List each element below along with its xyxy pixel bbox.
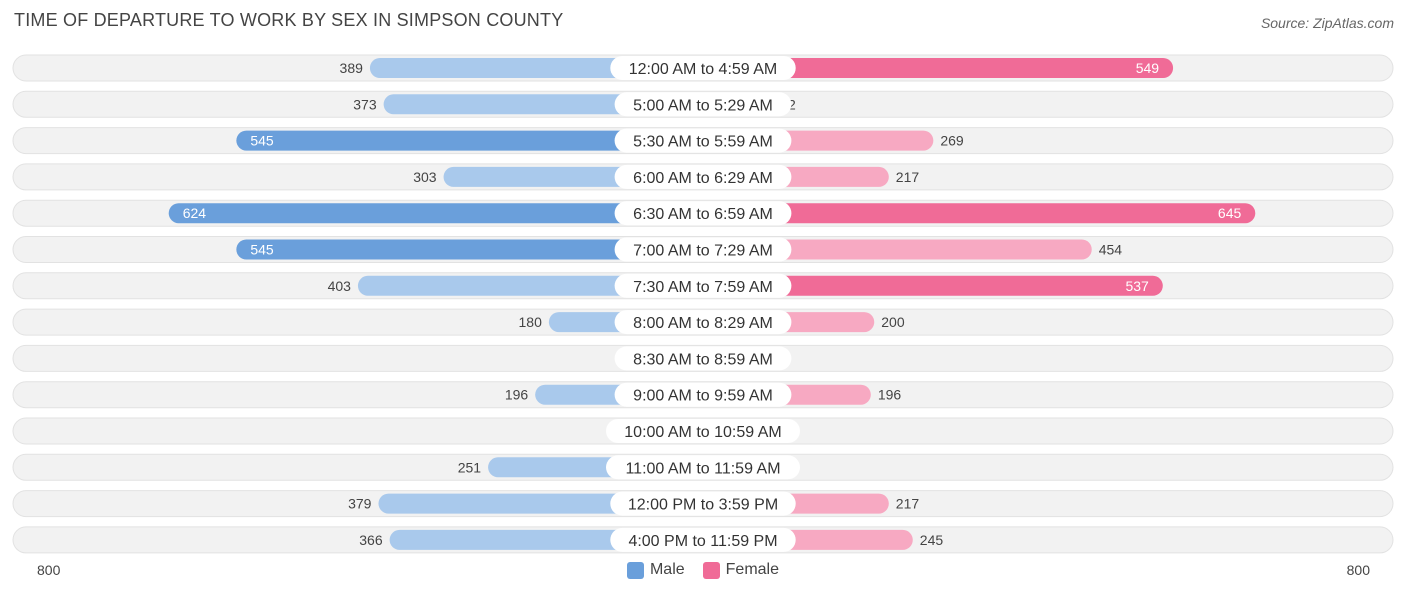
category-label: 8:30 AM to 8:59 AM bbox=[633, 351, 773, 368]
female-value-label: 196 bbox=[878, 387, 902, 403]
category-pill bbox=[614, 310, 792, 335]
male-value-label: 373 bbox=[353, 96, 377, 112]
legend-label-female: Female bbox=[725, 561, 780, 578]
male-value-label: 403 bbox=[328, 278, 352, 294]
male-value-label: 251 bbox=[458, 459, 482, 475]
female-value-label: 217 bbox=[896, 496, 920, 512]
category-label: 5:00 AM to 5:29 AM bbox=[633, 97, 773, 114]
axis-left-label: 800 bbox=[37, 562, 61, 578]
female-value-label: 269 bbox=[940, 133, 964, 149]
category-label: 11:00 AM to 11:59 AM bbox=[625, 460, 780, 477]
male-bar bbox=[168, 203, 703, 224]
category-label: 6:00 AM to 6:29 AM bbox=[633, 170, 773, 187]
male-value-label: 180 bbox=[519, 314, 543, 330]
female-bar bbox=[703, 203, 1256, 224]
male-value-label: 545 bbox=[250, 242, 274, 258]
male-value-label: 366 bbox=[359, 532, 383, 548]
legend-item-female: Female bbox=[702, 561, 780, 579]
category-pill bbox=[614, 201, 792, 226]
male-value-label: 379 bbox=[348, 496, 372, 512]
category-pill bbox=[614, 237, 792, 262]
legend-label-male: Male bbox=[649, 561, 685, 578]
category-label: 12:00 PM to 3:59 PM bbox=[628, 497, 778, 514]
category-pill bbox=[610, 491, 796, 516]
male-value-label: 303 bbox=[413, 169, 437, 185]
category-pill bbox=[606, 455, 800, 480]
category-pill bbox=[610, 56, 796, 80]
category-label: 10:00 AM to 10:59 AM bbox=[624, 424, 781, 441]
category-pill bbox=[614, 273, 792, 298]
female-value-label: 200 bbox=[881, 314, 905, 330]
male-bar bbox=[236, 239, 703, 260]
male-swatch bbox=[626, 561, 644, 579]
category-pill bbox=[614, 128, 792, 153]
female-bar bbox=[703, 275, 1163, 296]
chart-title: TIME OF DEPARTURE TO WORK BY SEX IN SIMP… bbox=[14, 10, 564, 30]
category-pill bbox=[606, 419, 800, 443]
category-label: 5:30 AM to 5:59 AM bbox=[633, 134, 773, 151]
source-label: Source: ZipAtlas.com bbox=[1260, 15, 1394, 31]
axis-right-label: 800 bbox=[1346, 562, 1370, 578]
male-value-label: 624 bbox=[183, 205, 207, 221]
male-value-label: 389 bbox=[340, 60, 364, 76]
category-label: 8:00 AM to 8:29 AM bbox=[633, 315, 773, 332]
male-bar bbox=[236, 130, 703, 151]
category-pill bbox=[614, 382, 792, 407]
female-bar bbox=[703, 239, 1092, 260]
female-swatch bbox=[702, 561, 720, 579]
category-pill bbox=[614, 346, 792, 371]
female-value-label: 217 bbox=[896, 169, 920, 185]
female-value-label: 245 bbox=[920, 532, 944, 548]
category-label: 6:30 AM to 6:59 AM bbox=[633, 206, 773, 223]
category-label: 4:00 PM to 11:59 PM bbox=[628, 533, 777, 550]
male-value-label: 545 bbox=[250, 133, 274, 149]
category-label: 7:00 AM to 7:29 AM bbox=[633, 243, 773, 260]
category-label: 9:00 AM to 9:59 AM bbox=[633, 388, 773, 405]
female-value-label: 549 bbox=[1136, 60, 1160, 76]
legend: Male Female bbox=[0, 561, 1406, 579]
male-value-label: 196 bbox=[505, 387, 529, 403]
category-label: 12:00 AM to 4:59 AM bbox=[629, 61, 778, 78]
legend-item-male: Male bbox=[626, 561, 685, 579]
female-value-label: 454 bbox=[1099, 242, 1123, 258]
category-pill bbox=[610, 527, 796, 552]
category-label: 7:30 AM to 7:59 AM bbox=[633, 279, 773, 296]
female-value-label: 645 bbox=[1218, 205, 1242, 221]
category-pill bbox=[614, 164, 792, 189]
female-value-label: 537 bbox=[1125, 278, 1149, 294]
category-pill bbox=[614, 92, 792, 117]
female-bar bbox=[703, 58, 1174, 78]
